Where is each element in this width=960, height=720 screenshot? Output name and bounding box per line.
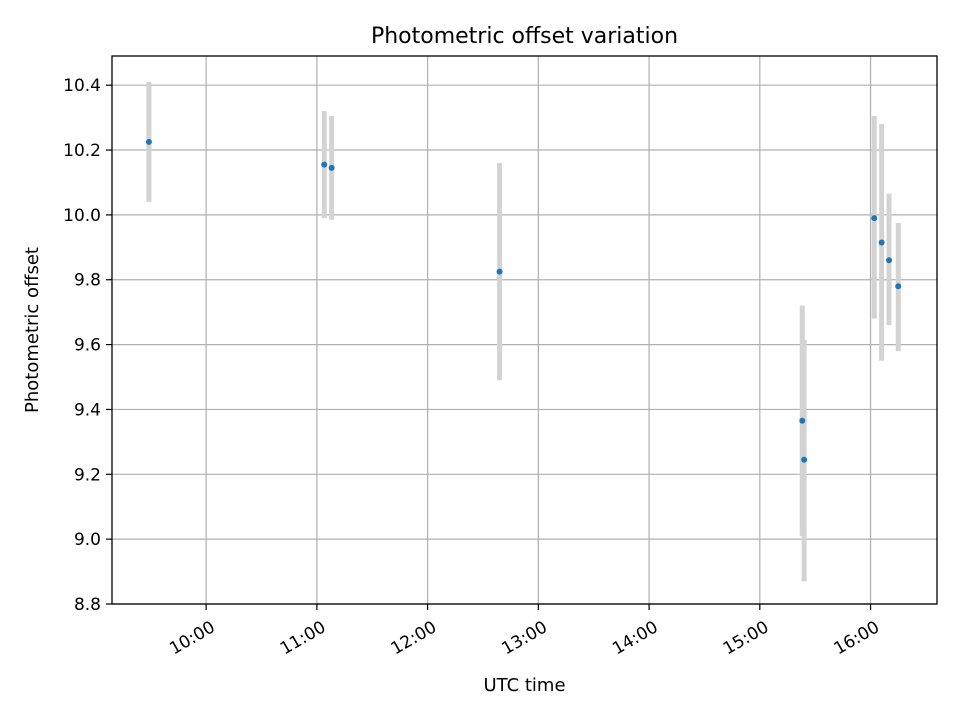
grid-layer xyxy=(112,56,937,605)
y-axis-label: Photometric offset xyxy=(22,247,43,413)
y-tick-label: 10.2 xyxy=(63,141,101,161)
x-axis-label: UTC time xyxy=(483,675,565,696)
x-tick-label: 10:00 xyxy=(166,617,218,659)
data-point xyxy=(801,456,808,463)
x-tick-label: 11:00 xyxy=(277,617,329,659)
data-point xyxy=(799,417,806,424)
plot-frame xyxy=(111,55,938,605)
x-tick-label: 12:00 xyxy=(388,617,440,659)
x-tick-label: 15:00 xyxy=(720,617,772,659)
y-tick-label: 9.0 xyxy=(74,530,101,550)
data-point xyxy=(895,283,902,290)
data-point xyxy=(321,161,328,168)
y-tick-label: 10.0 xyxy=(63,206,101,226)
errorbar-layer xyxy=(146,81,901,582)
data-point xyxy=(878,239,885,246)
y-tick-label: 9.6 xyxy=(74,336,101,356)
data-point xyxy=(886,257,893,264)
y-tick-label: 8.8 xyxy=(74,595,101,615)
data-point xyxy=(145,138,152,145)
data-point xyxy=(496,268,503,275)
point-layer xyxy=(145,138,902,463)
x-tick-label: 14:00 xyxy=(609,617,661,659)
data-point xyxy=(871,215,878,222)
y-tick-label: 10.4 xyxy=(63,76,101,96)
chart-title: Photometric offset variation xyxy=(371,24,678,49)
x-tick-label: 16:00 xyxy=(831,617,883,659)
y-tick-label: 9.4 xyxy=(74,400,101,420)
data-point xyxy=(328,164,335,171)
y-tick-label: 9.2 xyxy=(74,465,101,485)
x-tick-label: 13:00 xyxy=(498,617,550,659)
y-tick-label: 9.8 xyxy=(74,271,101,291)
